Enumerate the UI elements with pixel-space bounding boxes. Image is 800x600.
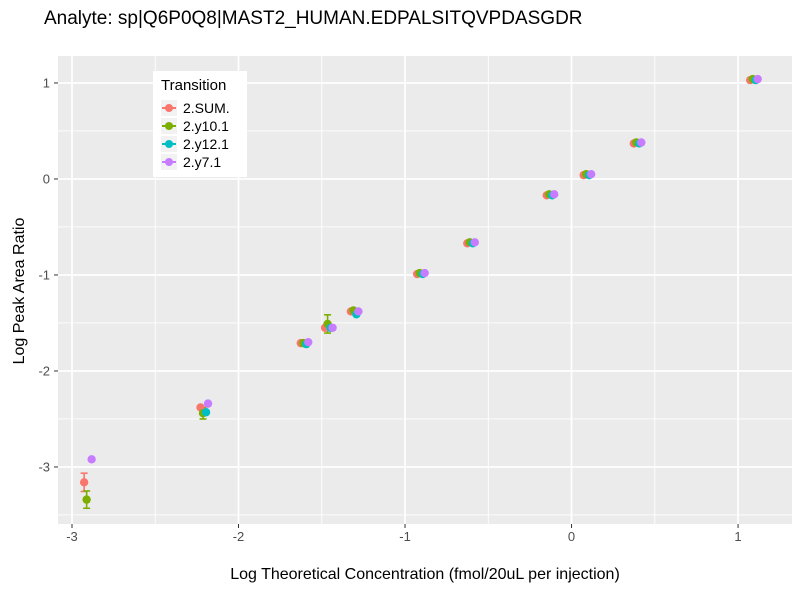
legend-key-pointrange-icon bbox=[161, 118, 177, 134]
x-tick-label: -3 bbox=[66, 529, 78, 544]
y-tick-label: -3 bbox=[38, 459, 50, 474]
data-point bbox=[79, 478, 89, 487]
legend-entry: 2.y10.1 bbox=[161, 117, 239, 135]
data-point bbox=[420, 268, 429, 278]
data-point bbox=[203, 399, 213, 408]
legend-entry-label: 2.y10.1 bbox=[183, 118, 229, 134]
legend-title: Transition bbox=[161, 77, 227, 94]
data-point bbox=[328, 323, 337, 332]
data-point bbox=[586, 169, 596, 179]
legend-key-pointrange-icon bbox=[161, 154, 177, 170]
y-tick-label: -2 bbox=[38, 363, 50, 378]
plot-title: Analyte: sp|Q6P0Q8|MAST2_HUMAN.EDPALSITQ… bbox=[44, 8, 583, 29]
data-point bbox=[354, 307, 363, 316]
legend-entry-label: 2.y7.1 bbox=[183, 154, 222, 170]
y-tick-label: -1 bbox=[38, 267, 50, 282]
data-point bbox=[201, 408, 211, 417]
x-tick-label: 1 bbox=[734, 529, 741, 544]
legend-entry: 2.SUM. bbox=[161, 99, 239, 117]
y-tick-label: 1 bbox=[43, 75, 50, 90]
legend-entry: 2.y7.1 bbox=[161, 153, 239, 171]
data-point bbox=[550, 190, 559, 199]
legend-box: Transition 2.SUM. 2.y10.1 2.y12.1 2.y7.1 bbox=[153, 71, 247, 177]
legend-key-pointrange-icon bbox=[161, 136, 177, 152]
y-axis-label: Log Peak Area Ratio bbox=[11, 217, 28, 365]
legend-key-pointrange-icon bbox=[161, 100, 177, 116]
x-axis-label: Log Theoretical Concentration (fmol/20uL… bbox=[230, 566, 620, 583]
x-tick-label: -2 bbox=[233, 529, 245, 544]
y-tick-label: 0 bbox=[43, 171, 50, 186]
data-point bbox=[470, 238, 479, 247]
data-point bbox=[87, 455, 96, 464]
data-point bbox=[82, 495, 91, 504]
data-point bbox=[753, 74, 762, 84]
legend-entry-label: 2.y12.1 bbox=[183, 136, 229, 152]
data-point bbox=[637, 138, 646, 147]
data-point bbox=[304, 337, 313, 347]
legend-entry-label: 2.SUM. bbox=[183, 100, 230, 116]
x-tick-label: -1 bbox=[399, 529, 411, 544]
legend-items: 2.SUM. 2.y10.1 2.y12.1 2.y7.1 bbox=[161, 99, 239, 171]
legend-entry: 2.y12.1 bbox=[161, 135, 239, 153]
x-tick-label: 0 bbox=[568, 529, 575, 544]
